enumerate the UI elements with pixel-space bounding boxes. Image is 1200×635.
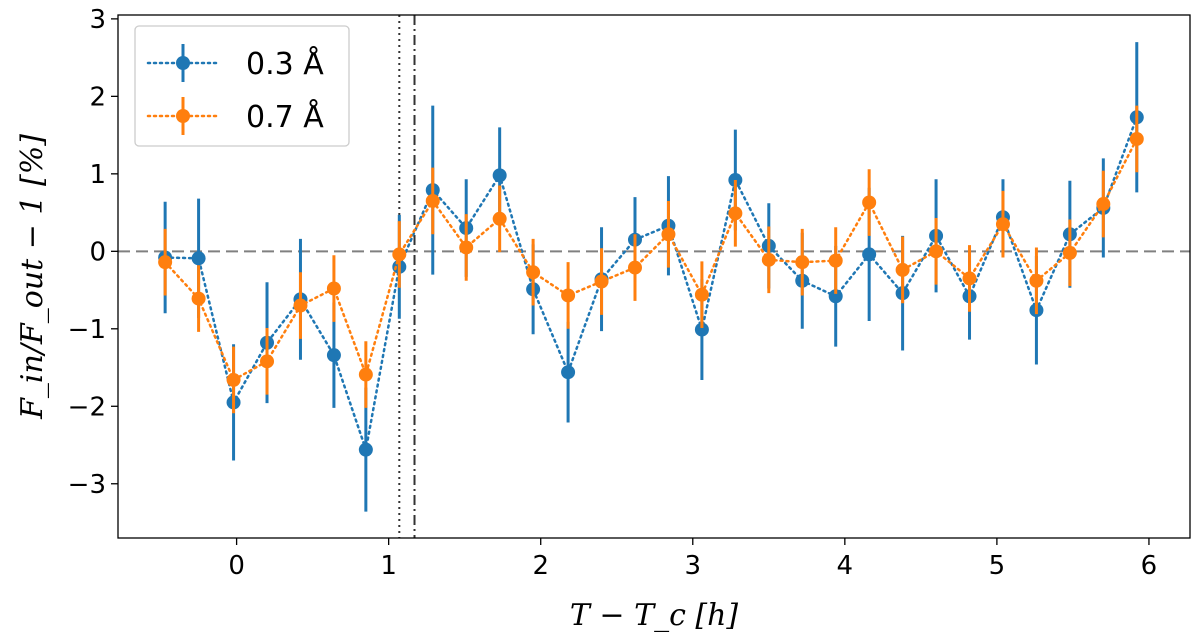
y-axis-label-text: F_in/F_out − 1 [%] xyxy=(15,134,50,420)
data-point xyxy=(326,348,341,363)
x-tick-label: 6 xyxy=(1141,551,1158,581)
data-point xyxy=(895,262,910,277)
data-point xyxy=(594,274,609,289)
data-point xyxy=(1029,273,1044,288)
data-point xyxy=(425,193,440,208)
data-point xyxy=(694,322,709,337)
data-point xyxy=(158,255,173,270)
x-tick-label: 1 xyxy=(380,551,397,581)
legend-label: 0.7 Å xyxy=(246,99,324,135)
series-line xyxy=(163,137,1139,382)
y-tick-label: 1 xyxy=(89,160,106,190)
data-point xyxy=(862,247,877,262)
legend-marker xyxy=(176,109,190,123)
data-point xyxy=(358,442,373,457)
data-point xyxy=(1096,197,1111,212)
x-axis-label-text: T − T_c [h] xyxy=(570,598,739,633)
data-point xyxy=(561,365,576,380)
data-point xyxy=(795,255,810,270)
data-point xyxy=(962,271,977,286)
x-tick-label: 3 xyxy=(685,551,702,581)
data-point xyxy=(929,244,944,259)
data-point xyxy=(561,288,576,303)
data-point xyxy=(694,287,709,302)
data-point xyxy=(226,372,241,387)
y-tick-label: −1 xyxy=(68,315,106,345)
data-point xyxy=(260,354,275,369)
x-tick-label: 2 xyxy=(532,551,549,581)
y-axis-ticks: −3 −2 −1 0 1 2 3 xyxy=(68,5,118,500)
x-tick-label: 5 xyxy=(989,551,1006,581)
data-point xyxy=(326,281,341,296)
x-tick-label: 4 xyxy=(837,551,854,581)
legend-marker xyxy=(176,56,190,70)
x-tick-label: 0 xyxy=(228,551,245,581)
data-point xyxy=(191,251,206,266)
series-layer xyxy=(158,42,1144,512)
y-tick-label: 3 xyxy=(89,5,106,35)
data-point xyxy=(492,168,507,183)
data-point xyxy=(492,211,507,226)
legend-label: 0.3 Å xyxy=(246,46,324,82)
data-point xyxy=(358,367,373,382)
series-line xyxy=(163,116,1139,455)
y-tick-label: 0 xyxy=(89,237,106,267)
y-tick-label: −2 xyxy=(68,392,106,422)
data-point xyxy=(728,206,743,221)
data-point xyxy=(862,195,877,210)
data-point xyxy=(1062,245,1077,260)
data-point xyxy=(828,253,843,268)
legend: 0.3 Å 0.7 Å xyxy=(134,25,350,147)
data-point xyxy=(661,227,676,242)
data-point xyxy=(828,289,843,304)
data-point xyxy=(627,260,642,275)
y-tick-label: 2 xyxy=(89,82,106,112)
plot-frame xyxy=(117,14,1191,539)
data-point xyxy=(526,265,541,280)
x-axis-label: T − T_c [h] xyxy=(570,598,739,633)
data-point xyxy=(995,217,1010,232)
data-point xyxy=(1129,131,1144,146)
y-tick-label: −3 xyxy=(68,470,106,500)
legend-entries: 0.3 Å 0.7 Å xyxy=(146,44,324,135)
data-point xyxy=(459,240,474,255)
data-point xyxy=(191,291,206,306)
legend-entry-0: 0.3 Å xyxy=(146,44,324,82)
data-point xyxy=(293,298,308,313)
legend-entry-1: 0.7 Å xyxy=(146,97,324,135)
data-point xyxy=(392,247,407,262)
x-axis-ticks: 0 1 2 3 4 5 6 xyxy=(228,538,1157,581)
data-point xyxy=(761,252,776,267)
reference-lines xyxy=(118,15,1190,538)
series-1 xyxy=(158,105,1144,414)
y-axis-label: F_in/F_out − 1 [%] xyxy=(15,134,50,420)
